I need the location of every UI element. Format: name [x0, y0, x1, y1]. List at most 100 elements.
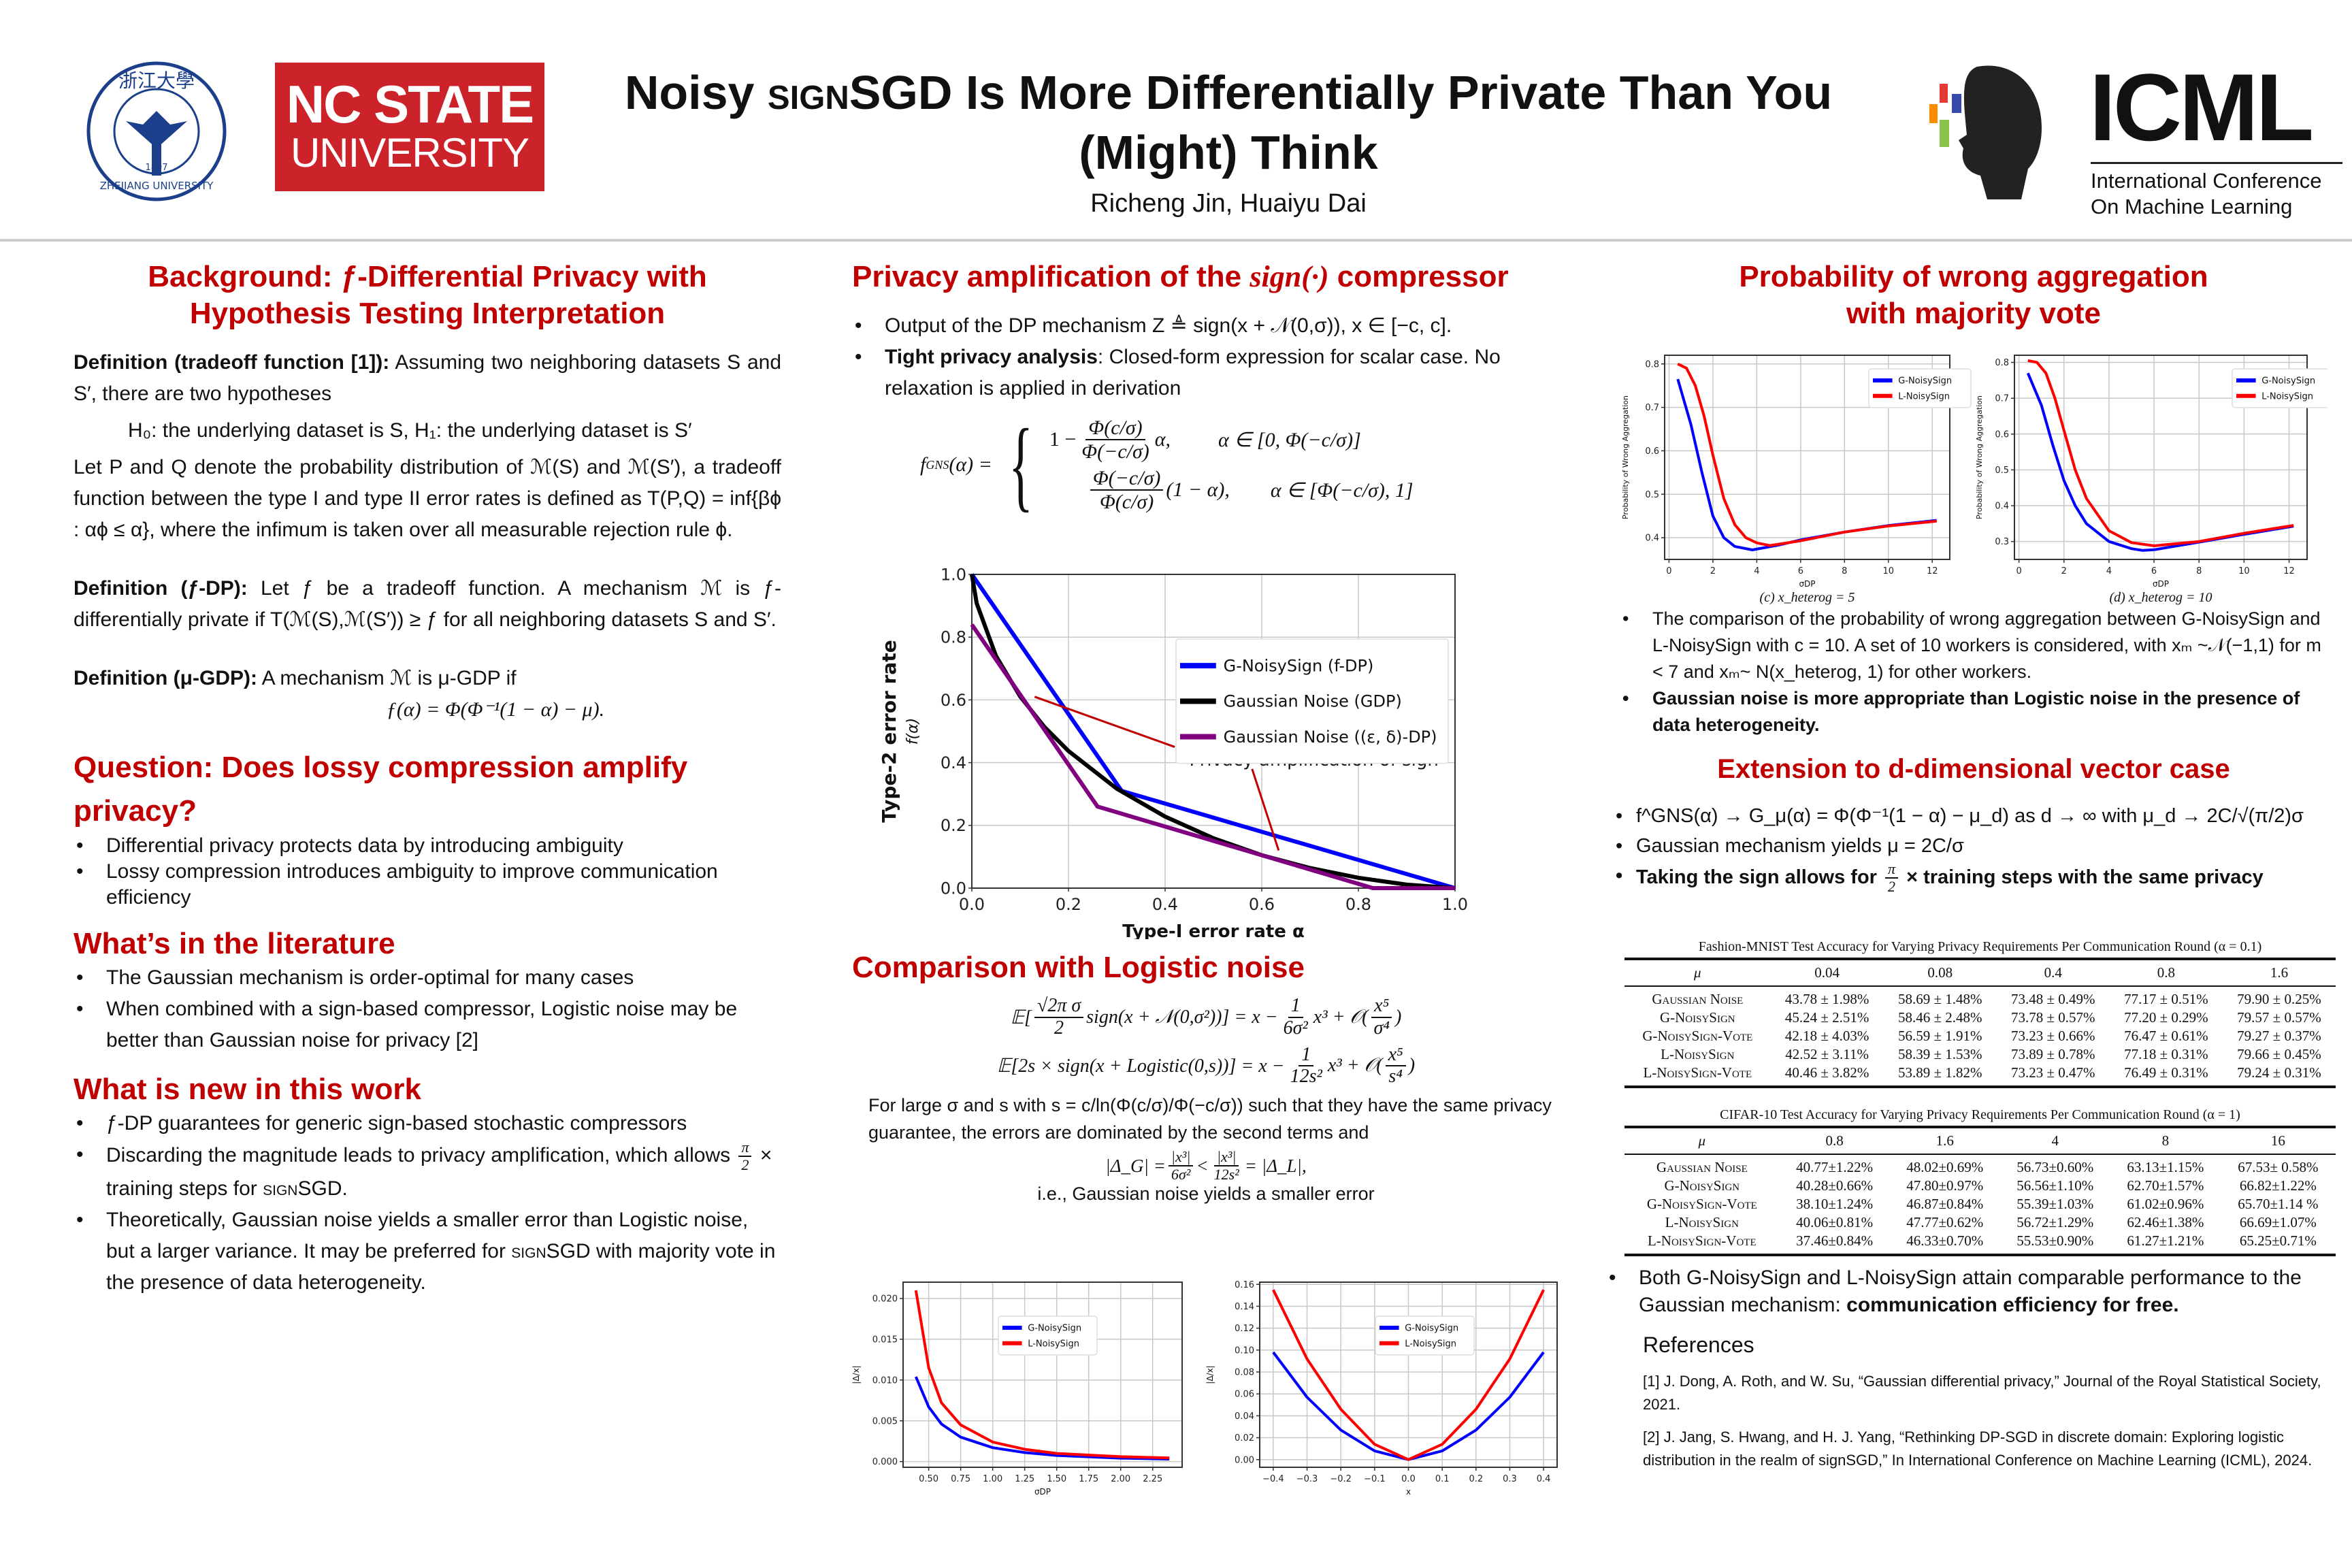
plot-frame	[2014, 355, 2308, 560]
table-cell: 55.39±1.03%	[2016, 1196, 2094, 1212]
table-cell: 79.24 ± 0.31%	[2222, 1064, 2336, 1088]
table-cell: 62.46±1.38%	[2127, 1214, 2204, 1230]
row-label: L-NoisySign	[1665, 1214, 1739, 1230]
table-cell: 58.39 ± 1.53%	[1897, 1046, 1982, 1062]
table-cell: 73.23 ± 0.66%	[2011, 1028, 2095, 1044]
text: : Closed-form expression for scalar case…	[885, 346, 1501, 399]
list-item: f^GNS(α) → G_μ(α) = Φ(Φ⁻¹(1 − α) − μ_d) …	[1613, 801, 2334, 831]
x-tick-label: 0.4	[1152, 895, 1178, 914]
table-row: L-NoisySign 40.06±0.81% 47.77±0.62% 56.72±1…	[1624, 1213, 2336, 1232]
table-cell: 79.27 ± 0.37%	[2237, 1028, 2321, 1044]
heading-line: Background: ƒ-Differential Privacy with	[148, 260, 707, 293]
def-gdp: Definition (μ-GDP): A mechanism ℳ is μ-G…	[74, 663, 781, 694]
table-cell: 65.70±1.14 %	[2238, 1196, 2319, 1212]
formula-sup: GNS	[926, 457, 949, 472]
table-header-row: μ 0.04 0.08 0.4 0.8 1.6	[1624, 958, 2336, 987]
heading-line: Hypothesis Testing Interpretation	[189, 297, 666, 330]
x-tick-label: 8	[2196, 566, 2202, 576]
error-vs-sigma-chart: 0.50 0.75 1.00 1.25 1.50 1.75 2.00 2.25 0.000 0.0…	[851, 1281, 1183, 1497]
x-tick-label: 6	[2151, 566, 2157, 576]
plot-frame	[1259, 1281, 1558, 1468]
table-cell: 55.53±0.90%	[1999, 1232, 2110, 1256]
list-item: Both G-NoisySign and L-NoisySign attain …	[1606, 1264, 2334, 1319]
y-tick-label: 0.8	[1995, 358, 2009, 368]
frac-num: |x³|	[1213, 1149, 1239, 1167]
list-item: ƒ-DP guarantees for generic sign-based s…	[74, 1108, 781, 1139]
y-tick-label: 0.7	[1995, 394, 2009, 404]
legend-label: G-NoisySign	[1405, 1324, 1458, 1334]
x-axis-label: Type-I error rate α	[1122, 921, 1305, 939]
legend-box	[2232, 368, 2328, 408]
y-axis-label: Type-2 error rate	[878, 640, 900, 822]
x-tick-label: 12	[1927, 566, 1938, 576]
text: 𝔼[	[1010, 1007, 1032, 1028]
table-row: L-NoisySign-Vote 40.46 ± 3.82% 53.89 ± 1.8…	[1624, 1064, 2336, 1088]
table-cell: 47.80±0.97%	[1906, 1177, 1984, 1194]
def-label: Definition (μ-GDP):	[74, 667, 257, 689]
x-tick-label: 2	[1710, 566, 1716, 576]
row-label: G-NoisySign	[1659, 1009, 1735, 1026]
def-tradeoff: Definition (tradeoff function [1]): Assu…	[74, 347, 781, 410]
x-tick-label: 1.50	[1047, 1474, 1066, 1484]
summary-and-references: Both G-NoisySign and L-NoisySign attain …	[1606, 1264, 2334, 1472]
amplification-heading: Privacy amplification of the sign(·) com…	[852, 259, 1560, 295]
text: sign(x + 𝒩(0,σ²))] = x −	[1086, 1006, 1278, 1028]
heading-line: with majority vote	[1846, 297, 2102, 330]
legend-label: L-NoisySign	[1028, 1339, 1079, 1349]
extension-heading: Extension to d-dimensional vector case	[1717, 754, 2230, 784]
title-part: sign	[767, 66, 849, 119]
right-column-text: The comparison of the probability of wro…	[1613, 606, 2334, 895]
legend-box	[1868, 368, 1972, 408]
y-axis-label: Probability of Wrong Aggregation	[1975, 395, 1984, 519]
table-row: G-NoisySign-Vote 42.18 ± 4.03% 56.59 ± 1.9…	[1624, 1027, 2336, 1045]
y-tick-label: 0.06	[1235, 1390, 1254, 1400]
column-header: 16	[2220, 1126, 2336, 1155]
series-line-l-noisysign	[1272, 1289, 1545, 1461]
case-1: 1 − Φ(c/σ) Φ(−c/σ) α, α ∈ [0, Φ(−c/σ)]	[1049, 416, 1414, 463]
heading-part: Privacy amplification of the	[852, 260, 1250, 293]
y-tick-label: 0.4	[1995, 502, 2009, 512]
text: Both G-NoisySign and L-NoisySign attain …	[1639, 1267, 2302, 1316]
y-tick-label: 0.005	[872, 1416, 898, 1426]
results-table-block: CIFAR-10 Test Accuracy for Varying Priva…	[1624, 1107, 2336, 1256]
brace: {	[1008, 408, 1033, 521]
text: × training steps with the same privacy	[1901, 866, 2264, 888]
table-cell: 61.27±1.21%	[2110, 1232, 2221, 1256]
legend-box	[998, 1316, 1098, 1356]
table-cell: 42.18 ± 4.03%	[1784, 1028, 1869, 1044]
list-item: Discarding the magnitude leads to privac…	[74, 1139, 781, 1205]
x-tick-label: 1.75	[1079, 1474, 1098, 1484]
row-label: L-NoisySign-Vote	[1624, 1232, 1780, 1256]
column-header: 8	[2110, 1126, 2221, 1155]
table-caption: Fashion-MNIST Test Accuracy for Varying …	[1698, 939, 2262, 954]
logistic-paragraph: For large σ and s with s = c/ln(Φ(c/σ)/Φ…	[868, 1095, 1552, 1143]
series-line-gaussian-noise-dp-	[970, 623, 1455, 890]
list-item: Gaussian noise is more appropriate than …	[1620, 685, 2334, 738]
frac-den: s⁴	[1388, 1066, 1403, 1088]
text: Discarding the magnitude leads to privac…	[106, 1144, 736, 1167]
title-part: Noisy	[624, 66, 768, 119]
frac-den: 12s²	[1213, 1166, 1239, 1183]
wrong-aggregation-chart-c: 0 2 4 6 8 10 12 0.4 0.5 0.6 0.7 0.8 G-NoisySign L-Noi…	[1621, 355, 1972, 605]
x-axis-label: σDP	[2153, 579, 2169, 589]
y-tick-label: 0.6	[1995, 429, 2009, 440]
literature-bullets: The Gaussian mechanism is order-optimal …	[74, 962, 781, 1056]
hypotheses: H₀: the underlying dataset is S, H₁: the…	[128, 419, 692, 442]
text: α,	[1154, 428, 1171, 451]
def-text: A mechanism ℳ is μ-GDP if	[257, 667, 517, 689]
table-cell: 63.13±1.15%	[2127, 1159, 2204, 1175]
frac-num: Φ(c/σ)	[1085, 416, 1145, 440]
table-cell: 58.69 ± 1.48%	[1897, 991, 1982, 1007]
y-axis-sublabel: f(α)	[904, 718, 921, 745]
aggregation-heading: Probability of wrong aggregation with ma…	[1620, 259, 2328, 332]
question-bullets: Differential privacy protects data by in…	[74, 833, 781, 911]
legend-label: Gaussian Noise ((ε, δ)-DP)	[1224, 728, 1437, 747]
row-label: Gaussian Noise	[1656, 1159, 1748, 1175]
legend-label: G-NoisySign (f-DP)	[1224, 657, 1374, 676]
frac-den: Φ(−c/σ)	[1081, 440, 1149, 463]
aggregation-bullets: The comparison of the probability of wro…	[1613, 606, 2334, 738]
logistic-conclusion: i.e., Gaussian noise yields a smaller er…	[1037, 1183, 1375, 1204]
list-item: Gaussian mechanism yields μ = 2C/σ	[1613, 831, 2334, 861]
zju-logo-chinese: 浙江大學	[118, 69, 195, 92]
row-label: L-NoisySign	[1661, 1046, 1735, 1062]
